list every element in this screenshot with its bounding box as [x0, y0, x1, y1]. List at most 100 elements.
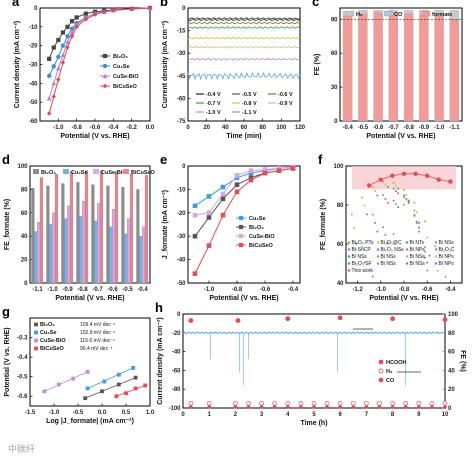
y-tick-label: -20 — [177, 211, 186, 217]
legend-marker — [102, 53, 108, 59]
x-tick-label: 2 — [234, 412, 238, 418]
literature-point — [394, 189, 397, 192]
x-tick-label: 0 — [186, 125, 190, 131]
legend-marker — [376, 262, 380, 265]
legend-swatch — [123, 169, 129, 174]
legend-label: Cu₂Se — [249, 216, 266, 222]
data-point — [129, 6, 134, 11]
fe-h2-point — [311, 400, 317, 406]
literature-point — [382, 226, 385, 229]
fe-co-point — [377, 405, 382, 409]
fe-formate-point — [285, 316, 291, 322]
bar-segment — [358, 10, 368, 14]
y-tick-label: -0.6 — [17, 394, 28, 400]
series-trace — [187, 17, 301, 21]
legend-label: Bi NSs — [410, 261, 426, 267]
x-axis-label: Potential (V vs. RHE) — [209, 295, 278, 302]
literature-point — [363, 261, 366, 264]
bar-segment — [449, 10, 460, 20]
fe-co-point — [189, 405, 193, 409]
literature-point — [428, 254, 431, 257]
legend-label: Bi₂O₃C — [439, 247, 455, 253]
fe-co-point — [403, 405, 408, 409]
fe-formate-point — [188, 318, 194, 323]
literature-point — [426, 269, 429, 272]
bar — [52, 212, 56, 284]
literature-point — [371, 185, 374, 188]
y-tick-label: 60 — [337, 242, 344, 248]
x-axis-label: Potential (V vs. RHE) — [369, 295, 438, 302]
literature-point — [415, 211, 418, 214]
data-point — [60, 30, 66, 35]
legend-marker — [405, 241, 409, 244]
panel-a: a Potential (V vs. RHE) Current density (m… — [12, 0, 155, 140]
legend-label: Bi-SnCP — [352, 247, 372, 253]
literature-point — [405, 198, 408, 201]
fe-h2-point — [364, 400, 369, 406]
bar — [129, 174, 134, 284]
literature-point — [376, 194, 379, 197]
data-point — [56, 65, 61, 71]
data-point — [46, 95, 52, 101]
legend-marker — [238, 242, 244, 248]
data-point — [101, 9, 107, 14]
panel-label: d — [2, 152, 10, 167]
x-tick-label: 0.5 — [122, 410, 131, 416]
y-tick-label: 80 — [21, 187, 28, 193]
y2-tick-label: 0 — [448, 406, 452, 412]
data-point — [100, 389, 104, 394]
x-tick-label: 3 — [260, 412, 264, 418]
x-tick-label: -0.8 — [77, 287, 88, 293]
bar — [127, 218, 131, 284]
y-tick-label: 100 — [17, 164, 28, 170]
literature-point — [374, 190, 376, 193]
data-point — [111, 8, 116, 13]
series-line — [48, 7, 151, 114]
legend-marker — [434, 255, 438, 258]
y-axis-label: J_formate (mA cm⁻²) — [162, 190, 169, 259]
x-tick-label: -0.6 — [260, 287, 271, 293]
x-axis-label: Log |J_formate| (mA cm⁻²) — [46, 418, 134, 425]
this-work-point — [436, 177, 441, 182]
y-tick-label: 0 — [34, 6, 38, 12]
panel-e: e Potential (V vs. RHE) J_formate (mA cm⁻²… — [160, 152, 301, 302]
series-trace — [187, 45, 301, 49]
y-tick-label: -60 — [29, 119, 38, 125]
legend-marker — [347, 269, 351, 272]
x-axis-label: Potential (V vs. RHE) — [55, 295, 124, 302]
literature-point — [423, 220, 426, 223]
fe-h2-point — [377, 400, 382, 406]
bar — [139, 236, 143, 284]
bar — [64, 218, 68, 284]
x-tick-label: -0.8 — [399, 287, 410, 293]
x-tick-label: -0.2 — [126, 125, 137, 131]
y-tick-label: -0.4 — [17, 355, 28, 361]
legend-label: Bi₂O₃ PTs — [352, 240, 375, 246]
x-tick-label: -0.4 — [108, 125, 119, 131]
panel-b: b Time (min) Current density (mA cm⁻²) 0 20 4… — [160, 0, 306, 140]
y2-tick-label: 80 — [448, 331, 455, 337]
legend-label: Cu₂Se — [113, 64, 130, 70]
fe-h2-point — [246, 400, 251, 406]
y-tick-label: 40 — [337, 281, 344, 287]
x-tick-label: 1.0 — [146, 410, 155, 416]
panel-h: h Time (h) Current density (mA cm⁻²) 0 1 2 3 4 5… — [155, 300, 466, 427]
y-tick-label: 60 — [21, 211, 28, 217]
bar — [99, 170, 104, 284]
legend-marker — [238, 233, 244, 239]
x-tick-label: 100 — [276, 125, 287, 131]
legend-label: formate — [432, 12, 452, 18]
fe-h2-point — [429, 400, 435, 406]
literature-point — [403, 203, 405, 206]
literature-point — [371, 213, 374, 216]
fe-formate-point — [337, 315, 343, 321]
data-point — [248, 168, 254, 173]
bar — [114, 171, 119, 284]
literature-point — [350, 213, 353, 216]
legend-label: CuSe-BiO — [40, 338, 66, 344]
x-tick-label: -1.5 — [25, 410, 36, 416]
y2-tick-label: 100 — [448, 312, 459, 318]
legend-label: Bi NPs — [439, 254, 455, 260]
legend-marker — [434, 262, 438, 265]
